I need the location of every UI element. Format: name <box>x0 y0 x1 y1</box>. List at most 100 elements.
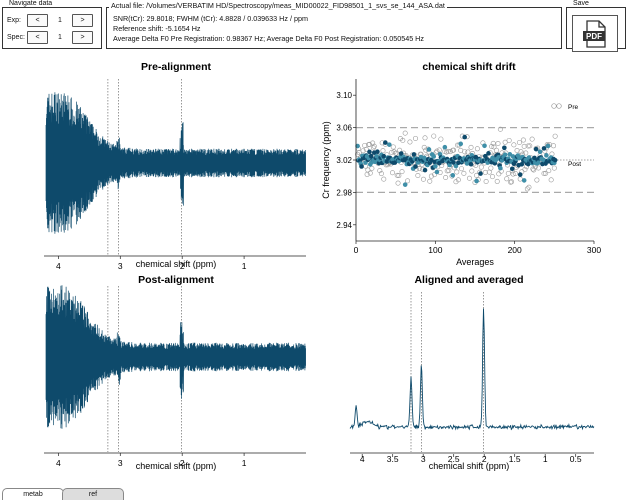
pre-point <box>541 170 547 176</box>
pre-ticks: 4 3 2 1 <box>56 256 247 270</box>
post-point <box>474 178 479 184</box>
post-point <box>453 163 459 169</box>
pre-point <box>363 147 369 153</box>
pre-point <box>478 164 484 170</box>
post-ticks: 4 3 2 1 <box>56 453 247 468</box>
pre-point <box>502 139 508 145</box>
pre-point <box>523 150 529 156</box>
save-panel: Save PDF <box>566 0 626 52</box>
pre-point <box>395 180 401 186</box>
tab-metab[interactable]: metab <box>2 488 64 500</box>
pre-point <box>433 149 439 155</box>
pre-point <box>432 172 438 178</box>
legend-pre-label: Pre <box>568 104 579 111</box>
post-point <box>450 173 456 178</box>
legend-pre-marker <box>551 103 557 109</box>
legend-post-label: Post <box>568 161 581 168</box>
pre-point <box>378 171 384 177</box>
post-alignment-title: Post-alignment <box>138 274 214 286</box>
pre-point <box>488 165 494 171</box>
save-pdf-button[interactable]: PDF <box>572 15 618 52</box>
exp-prev-button[interactable]: < <box>27 14 48 27</box>
x-tick-label: 3 <box>118 261 123 270</box>
pre-point <box>526 184 532 190</box>
post-point <box>402 182 408 187</box>
x-tick-label: 4 <box>56 458 61 468</box>
avg-ticks: 4 3.5 3 2.5 2 1.5 1 0.5 <box>360 454 582 464</box>
pre-xlabel: chemical shift (ppm) <box>136 259 217 269</box>
pre-point <box>447 149 453 155</box>
post-point <box>519 161 525 167</box>
post-spectrum <box>45 285 306 452</box>
tab-metab-label: metab <box>23 491 43 498</box>
pre-point <box>491 144 497 150</box>
drift-scatter <box>355 126 594 193</box>
pre-alignment-title: Pre-alignment <box>141 61 212 73</box>
exp-next-button[interactable]: > <box>72 14 93 27</box>
pre-point <box>391 149 397 155</box>
pre-point <box>389 170 395 176</box>
x-tick-label: 2 <box>180 458 185 468</box>
pre-point <box>445 148 451 154</box>
pdf-label: PDF <box>586 32 602 41</box>
pre-alignment-plot: Pre-alignment 4 3 2 1 chemical shift (ppm) <box>44 61 306 270</box>
pre-point <box>370 140 376 146</box>
spec-next-button[interactable]: > <box>72 31 93 44</box>
x-tick-label: 3 <box>421 454 426 464</box>
post-point <box>422 167 428 173</box>
pre-point <box>390 144 396 150</box>
post-point <box>464 161 470 166</box>
drift-title: chemical shift drift <box>422 61 516 73</box>
pdf-icon: PDF <box>583 19 606 48</box>
pre-point <box>497 126 503 132</box>
pre-point <box>466 175 472 181</box>
post-point <box>498 165 503 171</box>
pre-point <box>474 146 480 152</box>
pre-point <box>511 142 517 148</box>
x-tick-label: 2.5 <box>448 454 460 464</box>
spec-prev-button[interactable]: < <box>27 31 48 44</box>
pre-point <box>362 142 368 148</box>
pre-point <box>495 141 501 147</box>
x-tick-label: 1.5 <box>509 454 521 464</box>
file-info-panel: Actual file: /Volumes/VERBATIM HD/Spectr… <box>106 1 562 49</box>
tab-ref[interactable]: ref <box>62 488 124 500</box>
pre-point <box>489 174 495 180</box>
navigate-data-panel: Navigate data Exp: < 1 > Spec: < 1 > <box>2 0 102 49</box>
pre-point <box>420 176 426 182</box>
pre-point <box>413 135 419 141</box>
save-title: Save <box>571 0 591 7</box>
drift-legend: Pre Post <box>551 103 581 168</box>
x-tick-label: 300 <box>587 245 601 255</box>
legend-pre-marker-2 <box>556 103 562 109</box>
pre-point <box>543 170 549 176</box>
pre-point <box>461 170 467 176</box>
post-point <box>537 149 543 155</box>
pre-point <box>371 143 377 149</box>
pre-point <box>474 172 480 178</box>
x-tick-label: 1 <box>543 454 548 464</box>
x-tick-label: 2 <box>180 261 185 270</box>
spec-row: Spec: < 1 > <box>7 31 93 44</box>
post-point <box>411 152 417 157</box>
post-point <box>478 171 483 176</box>
pre-point <box>369 165 375 171</box>
x-tick-label: 0 <box>354 245 359 255</box>
drift-xlabel: Averages <box>456 257 494 267</box>
pre-point <box>380 148 386 154</box>
pre-point <box>356 150 362 156</box>
pre-point <box>551 143 557 149</box>
pre-point <box>459 166 465 172</box>
post-point <box>426 147 432 152</box>
post-point <box>533 146 539 152</box>
pre-point <box>517 176 523 182</box>
x-tick-label: 2 <box>482 454 487 464</box>
pre-point <box>381 176 387 182</box>
post-point <box>510 154 516 159</box>
post-xlabel: chemical shift (ppm) <box>136 461 217 471</box>
y-tick-label: 2.98 <box>336 188 352 197</box>
pre-point <box>394 172 400 178</box>
post-point <box>544 153 549 158</box>
pre-point <box>377 168 383 174</box>
post-point <box>387 142 392 147</box>
